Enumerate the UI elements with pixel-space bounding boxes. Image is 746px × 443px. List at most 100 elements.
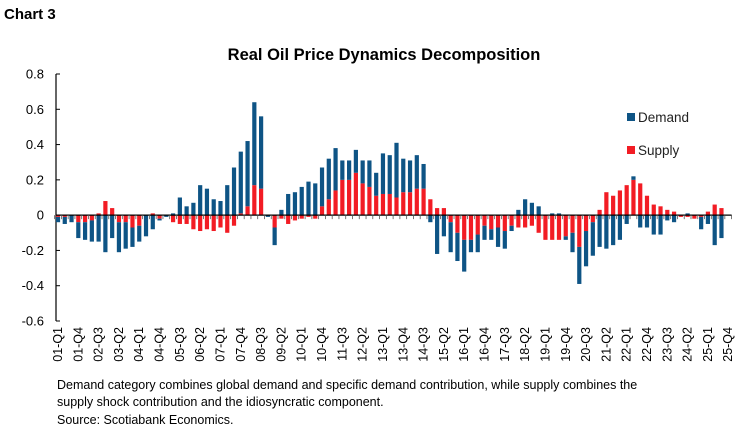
supply-bar	[475, 215, 480, 235]
demand-bar	[306, 181, 311, 216]
demand-bar	[360, 160, 365, 184]
demand-bar	[712, 215, 717, 246]
demand-bar	[597, 215, 602, 247]
x-tick-label: 11-Q3	[335, 327, 349, 361]
demand-bar	[150, 215, 155, 230]
x-tick-label: 06-Q2	[193, 327, 207, 362]
demand-bar	[116, 222, 122, 253]
supply-bar	[468, 215, 474, 240]
supply-bar	[590, 215, 595, 223]
demand-bar	[617, 215, 623, 240]
supply-bar	[692, 215, 697, 219]
x-tick-label: 02-Q3	[92, 327, 106, 362]
y-tick-label: 0	[37, 208, 44, 223]
supply-bar	[130, 215, 135, 228]
demand-bar	[590, 222, 595, 256]
demand-bar	[191, 202, 196, 216]
x-tick-label: 18-Q2	[518, 327, 532, 362]
legend-label: Demand	[638, 110, 689, 125]
supply-bar	[455, 215, 460, 233]
supply-bar	[347, 179, 352, 216]
supply-bar	[340, 179, 345, 216]
demand-bar	[468, 239, 474, 253]
demand-bar	[435, 215, 440, 254]
x-axis: 01-Q1 01-Q4 02-Q3 03-Q2 04-Q1 04-Q4 05-Q3 06-Q2…	[51, 214, 735, 362]
supply-bar	[353, 172, 358, 216]
supply-bar	[245, 206, 250, 216]
supply-bar	[401, 192, 406, 216]
x-tick-label: 10-Q1	[295, 327, 309, 362]
demand-bar	[665, 215, 670, 221]
supply-bar	[583, 215, 589, 232]
demand-bar	[164, 215, 169, 217]
supply-bar	[55, 215, 61, 217]
supply-bar	[441, 208, 446, 216]
demand-bar	[570, 232, 575, 253]
legend: Demand Supply	[627, 110, 689, 158]
supply-bar	[177, 215, 182, 224]
supply-bar	[394, 197, 399, 216]
legend-demand-swatch	[627, 113, 635, 121]
demand-bar	[529, 202, 534, 216]
supply-bar	[712, 204, 717, 216]
x-tick-label: 03-Q2	[112, 327, 126, 362]
supply-bar	[489, 215, 494, 230]
chart-number-label: Chart 3	[4, 6, 56, 23]
demand-bar	[218, 201, 223, 216]
supply-bar	[123, 215, 128, 223]
demand-bar	[96, 215, 101, 242]
supply-bar	[82, 215, 88, 223]
x-tick-label: 07-Q1	[213, 327, 227, 362]
demand-bar	[292, 192, 298, 216]
supply-bar	[428, 199, 433, 216]
demand-bar	[556, 213, 562, 216]
supply-bar	[110, 208, 115, 216]
x-tick-label: 22-Q4	[640, 327, 654, 362]
demand-bar	[380, 153, 386, 194]
demand-bar	[414, 155, 419, 189]
supply-bar	[658, 206, 663, 216]
demand-bar	[177, 197, 182, 216]
supply-bar	[198, 215, 203, 232]
supply-bar	[624, 185, 629, 216]
demand-bar	[374, 172, 379, 196]
demand-bar	[455, 232, 460, 262]
footnote-line-1: Demand category combines global demand a…	[57, 378, 638, 392]
demand-bar	[536, 206, 541, 216]
supply-bar	[482, 215, 487, 226]
demand-bar	[705, 215, 711, 224]
demand-bar	[441, 215, 446, 237]
demand-bar	[259, 116, 264, 189]
x-tick-label: 15-Q2	[437, 327, 451, 362]
supply-bar	[671, 211, 677, 216]
demand-bar	[719, 215, 724, 239]
demand-bar	[516, 209, 521, 216]
supply-bar	[705, 211, 711, 216]
x-tick-label: 09-Q2	[274, 327, 288, 362]
demand-bar	[624, 215, 629, 224]
demand-bar	[367, 160, 372, 187]
supply-bar	[462, 215, 467, 240]
y-tick-label: -0.2	[22, 243, 44, 258]
x-tick-label: 16-Q4	[478, 327, 492, 362]
demand-bar	[644, 215, 650, 228]
supply-bar	[272, 215, 277, 228]
demand-bar	[225, 185, 230, 216]
x-tick-label: 08-Q3	[254, 327, 268, 362]
x-tick-label: 12-Q2	[356, 327, 370, 362]
demand-bar	[699, 216, 704, 230]
demand-bar	[448, 222, 453, 253]
supply-bar	[678, 215, 683, 217]
demand-bar	[170, 213, 176, 216]
x-tick-label: 22-Q1	[620, 327, 634, 362]
supply-bar	[252, 185, 257, 216]
supply-bar	[523, 215, 528, 228]
x-tick-label: 05-Q3	[173, 327, 187, 362]
demand-bar	[685, 213, 690, 216]
supply-bar	[259, 188, 264, 216]
supply-bar	[685, 215, 690, 217]
supply-bar	[644, 195, 650, 216]
supply-bar	[204, 215, 210, 230]
supply-bar	[313, 215, 318, 219]
supply-bar	[631, 179, 636, 216]
